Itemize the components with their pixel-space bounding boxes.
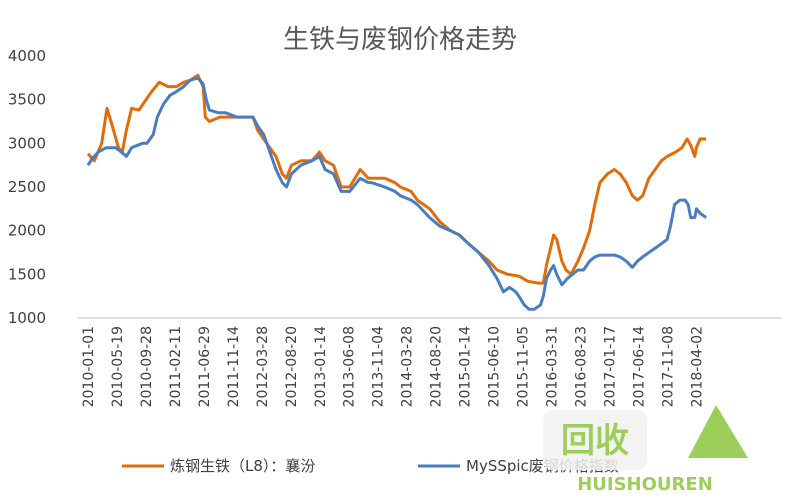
watermark-mountain-icon <box>688 405 748 458</box>
x-tick-label: 2010-05-19 <box>110 326 126 407</box>
x-tick-label: 2012-08-20 <box>284 326 300 407</box>
watermark-brand-text: HUISHOUREN <box>577 474 713 495</box>
x-tick-label: 2016-08-23 <box>574 326 590 407</box>
y-tick-label: 2000 <box>8 222 46 240</box>
x-tick-label: 2013-06-08 <box>342 326 358 407</box>
x-tick-label: 2011-06-29 <box>197 326 213 407</box>
x-tick-label: 2011-11-14 <box>226 326 242 407</box>
x-tick-label: 2018-04-02 <box>689 326 705 407</box>
x-axis: 2010-01-01 2010-05-19 2010-09-28 2011-02-11… <box>78 317 782 407</box>
x-tick-label: 2017-11-08 <box>660 326 676 407</box>
x-tick-label: 2010-09-28 <box>139 326 155 407</box>
watermark-logo: 回收 HUISHOUREN <box>543 405 748 495</box>
y-tick-label: 2500 <box>8 178 46 196</box>
x-tick-label: 2014-08-20 <box>429 326 445 407</box>
chart-title: 生铁与废钢价格走势 <box>283 25 517 55</box>
x-tick-label: 2017-01-17 <box>602 326 618 407</box>
series-line-scrap-steel-index <box>86 76 707 311</box>
x-tick-label: 2016-03-31 <box>545 326 561 407</box>
y-tick-label: 1000 <box>8 309 46 327</box>
x-tick-label: 2013-11-04 <box>371 326 387 407</box>
x-tick-label: 2015-06-10 <box>487 326 503 407</box>
x-tick-label: 2013-01-14 <box>313 326 329 407</box>
y-tick-label: 3500 <box>8 91 46 109</box>
x-tick-label: 2015-01-14 <box>458 326 474 407</box>
x-tick-label: 2012-03-28 <box>255 326 271 407</box>
y-tick-label: 4000 <box>8 47 46 65</box>
series-layer <box>86 73 707 311</box>
series-line-smelting-pig-iron <box>86 73 707 285</box>
x-tick-label: 2011-02-11 <box>168 326 184 407</box>
x-tick-label: 2010-01-01 <box>81 326 97 407</box>
watermark-logo-text: 回收 <box>561 421 629 461</box>
y-tick-label: 3000 <box>8 134 46 152</box>
y-axis: 1000 1500 2000 2500 3000 3500 4000 <box>8 47 46 327</box>
x-tick-label: 2015-11-05 <box>516 326 532 407</box>
legend: 炼钢生铁（L8）：襄汾 MySSpic废钢价格指数 <box>122 457 619 475</box>
watermark-logo-box <box>543 410 647 470</box>
legend-label-smelting-pig-iron: 炼钢生铁（L8）：襄汾 <box>170 457 315 475</box>
y-tick-label: 1500 <box>8 265 46 283</box>
x-tick-label: 2017-06-14 <box>631 326 647 407</box>
x-tick-label: 2014-03-28 <box>400 326 416 407</box>
